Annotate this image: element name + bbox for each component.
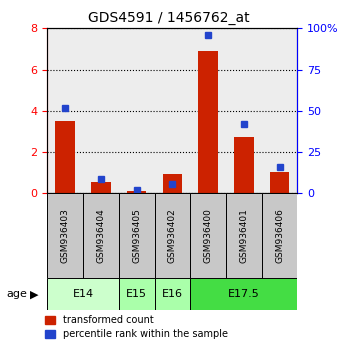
Text: E14: E14 xyxy=(72,290,94,299)
Bar xyxy=(119,279,154,310)
Bar xyxy=(226,193,262,279)
Text: GSM936400: GSM936400 xyxy=(203,209,213,263)
Text: ▶: ▶ xyxy=(30,290,39,299)
Bar xyxy=(119,193,154,279)
Bar xyxy=(262,28,297,193)
Bar xyxy=(119,28,154,193)
Bar xyxy=(234,137,254,193)
Text: age: age xyxy=(7,290,28,299)
Bar xyxy=(127,191,146,193)
Bar xyxy=(47,193,83,279)
Bar xyxy=(154,193,190,279)
Bar xyxy=(154,279,190,310)
Bar xyxy=(47,279,119,310)
Bar xyxy=(163,174,182,193)
Legend: transformed count, percentile rank within the sample: transformed count, percentile rank withi… xyxy=(45,315,228,339)
Text: GSM936402: GSM936402 xyxy=(168,209,177,263)
Text: GSM936405: GSM936405 xyxy=(132,209,141,263)
Text: GSM936403: GSM936403 xyxy=(61,209,70,263)
Bar xyxy=(47,28,83,193)
Bar xyxy=(270,172,289,193)
Bar xyxy=(154,28,190,193)
Bar xyxy=(55,121,75,193)
Text: E16: E16 xyxy=(162,290,183,299)
Bar xyxy=(83,193,119,279)
Text: E17.5: E17.5 xyxy=(228,290,260,299)
Text: GDS4591 / 1456762_at: GDS4591 / 1456762_at xyxy=(88,11,250,25)
Bar xyxy=(262,193,297,279)
Bar xyxy=(198,51,218,193)
Bar xyxy=(91,182,111,193)
Bar xyxy=(83,28,119,193)
Bar xyxy=(190,193,226,279)
Bar xyxy=(190,28,226,193)
Text: GSM936406: GSM936406 xyxy=(275,209,284,263)
Text: E15: E15 xyxy=(126,290,147,299)
Text: GSM936404: GSM936404 xyxy=(96,209,105,263)
Text: GSM936401: GSM936401 xyxy=(239,209,248,263)
Bar xyxy=(190,279,297,310)
Bar xyxy=(226,28,262,193)
